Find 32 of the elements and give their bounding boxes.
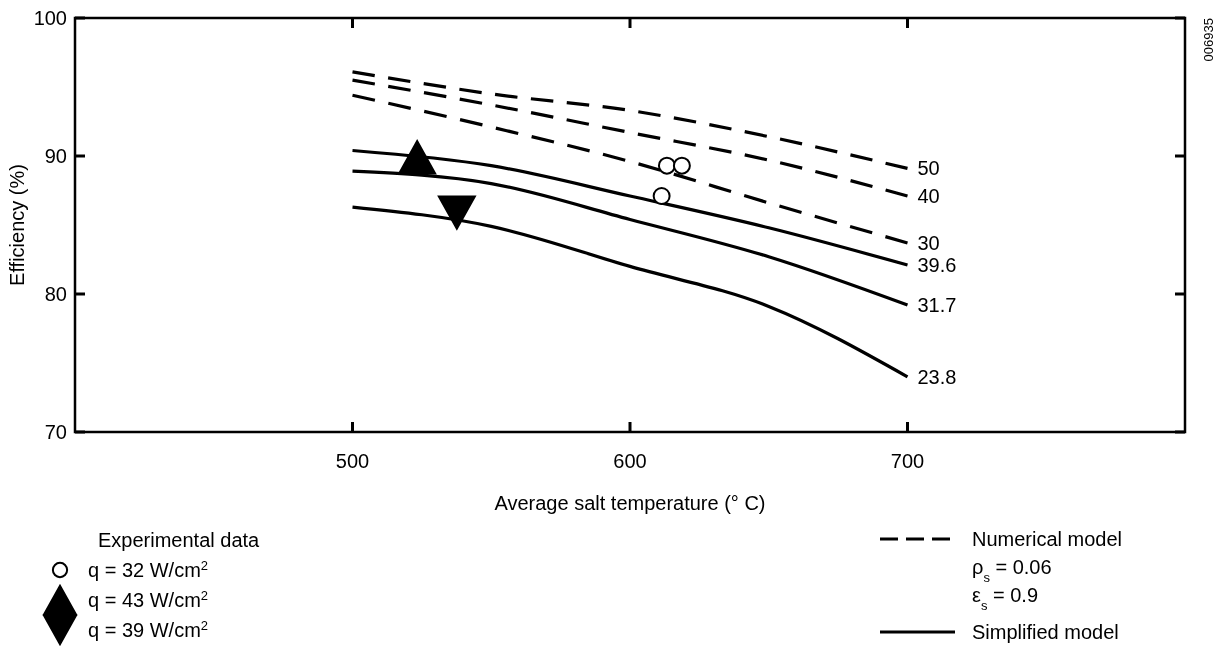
x-tick-label: 600 xyxy=(613,450,647,472)
series-label: 39.6 xyxy=(917,254,957,277)
y-tick-label: 80 xyxy=(44,283,67,305)
series-label: 30 xyxy=(917,231,940,254)
point xyxy=(652,187,671,205)
x-tick-label: 700 xyxy=(890,450,925,472)
point xyxy=(398,140,437,175)
y-tick-label: 100 xyxy=(33,7,67,29)
x-tick-label: 500 xyxy=(335,450,370,472)
text: ρ$_{s}$ = 0.06 xyxy=(972,556,1052,585)
legend-label: q = 43 W/cm$^{2}$ xyxy=(88,587,209,611)
line-series xyxy=(350,93,910,245)
point xyxy=(672,156,691,175)
legend-label: q = 32 W/cm$^{2}$ xyxy=(88,557,209,581)
text: 006935 xyxy=(1201,18,1216,62)
series-label: 23.8 xyxy=(917,365,957,388)
y-tick-label: 70 xyxy=(44,421,67,443)
text: ε$_{s}$ = 0.9 xyxy=(972,584,1039,613)
legend-label: q = 39 W/cm$^{2}$ xyxy=(88,617,209,641)
line-series xyxy=(350,70,910,171)
series-label: 50 xyxy=(917,157,940,180)
point xyxy=(657,156,676,175)
series-label: 40 xyxy=(917,185,940,208)
text: Numerical model xyxy=(972,528,1123,550)
point xyxy=(437,195,476,230)
y-tick-label: 90 xyxy=(44,145,67,167)
x-axis-title: Average salt temperature (° C) xyxy=(494,492,766,514)
text: Simplified model xyxy=(972,621,1119,643)
line-series xyxy=(350,78,910,198)
y-axis-title: Efficiency (%) xyxy=(6,164,28,286)
series-label: 31.7 xyxy=(917,294,957,317)
legend-title: Experimental data xyxy=(98,529,261,551)
